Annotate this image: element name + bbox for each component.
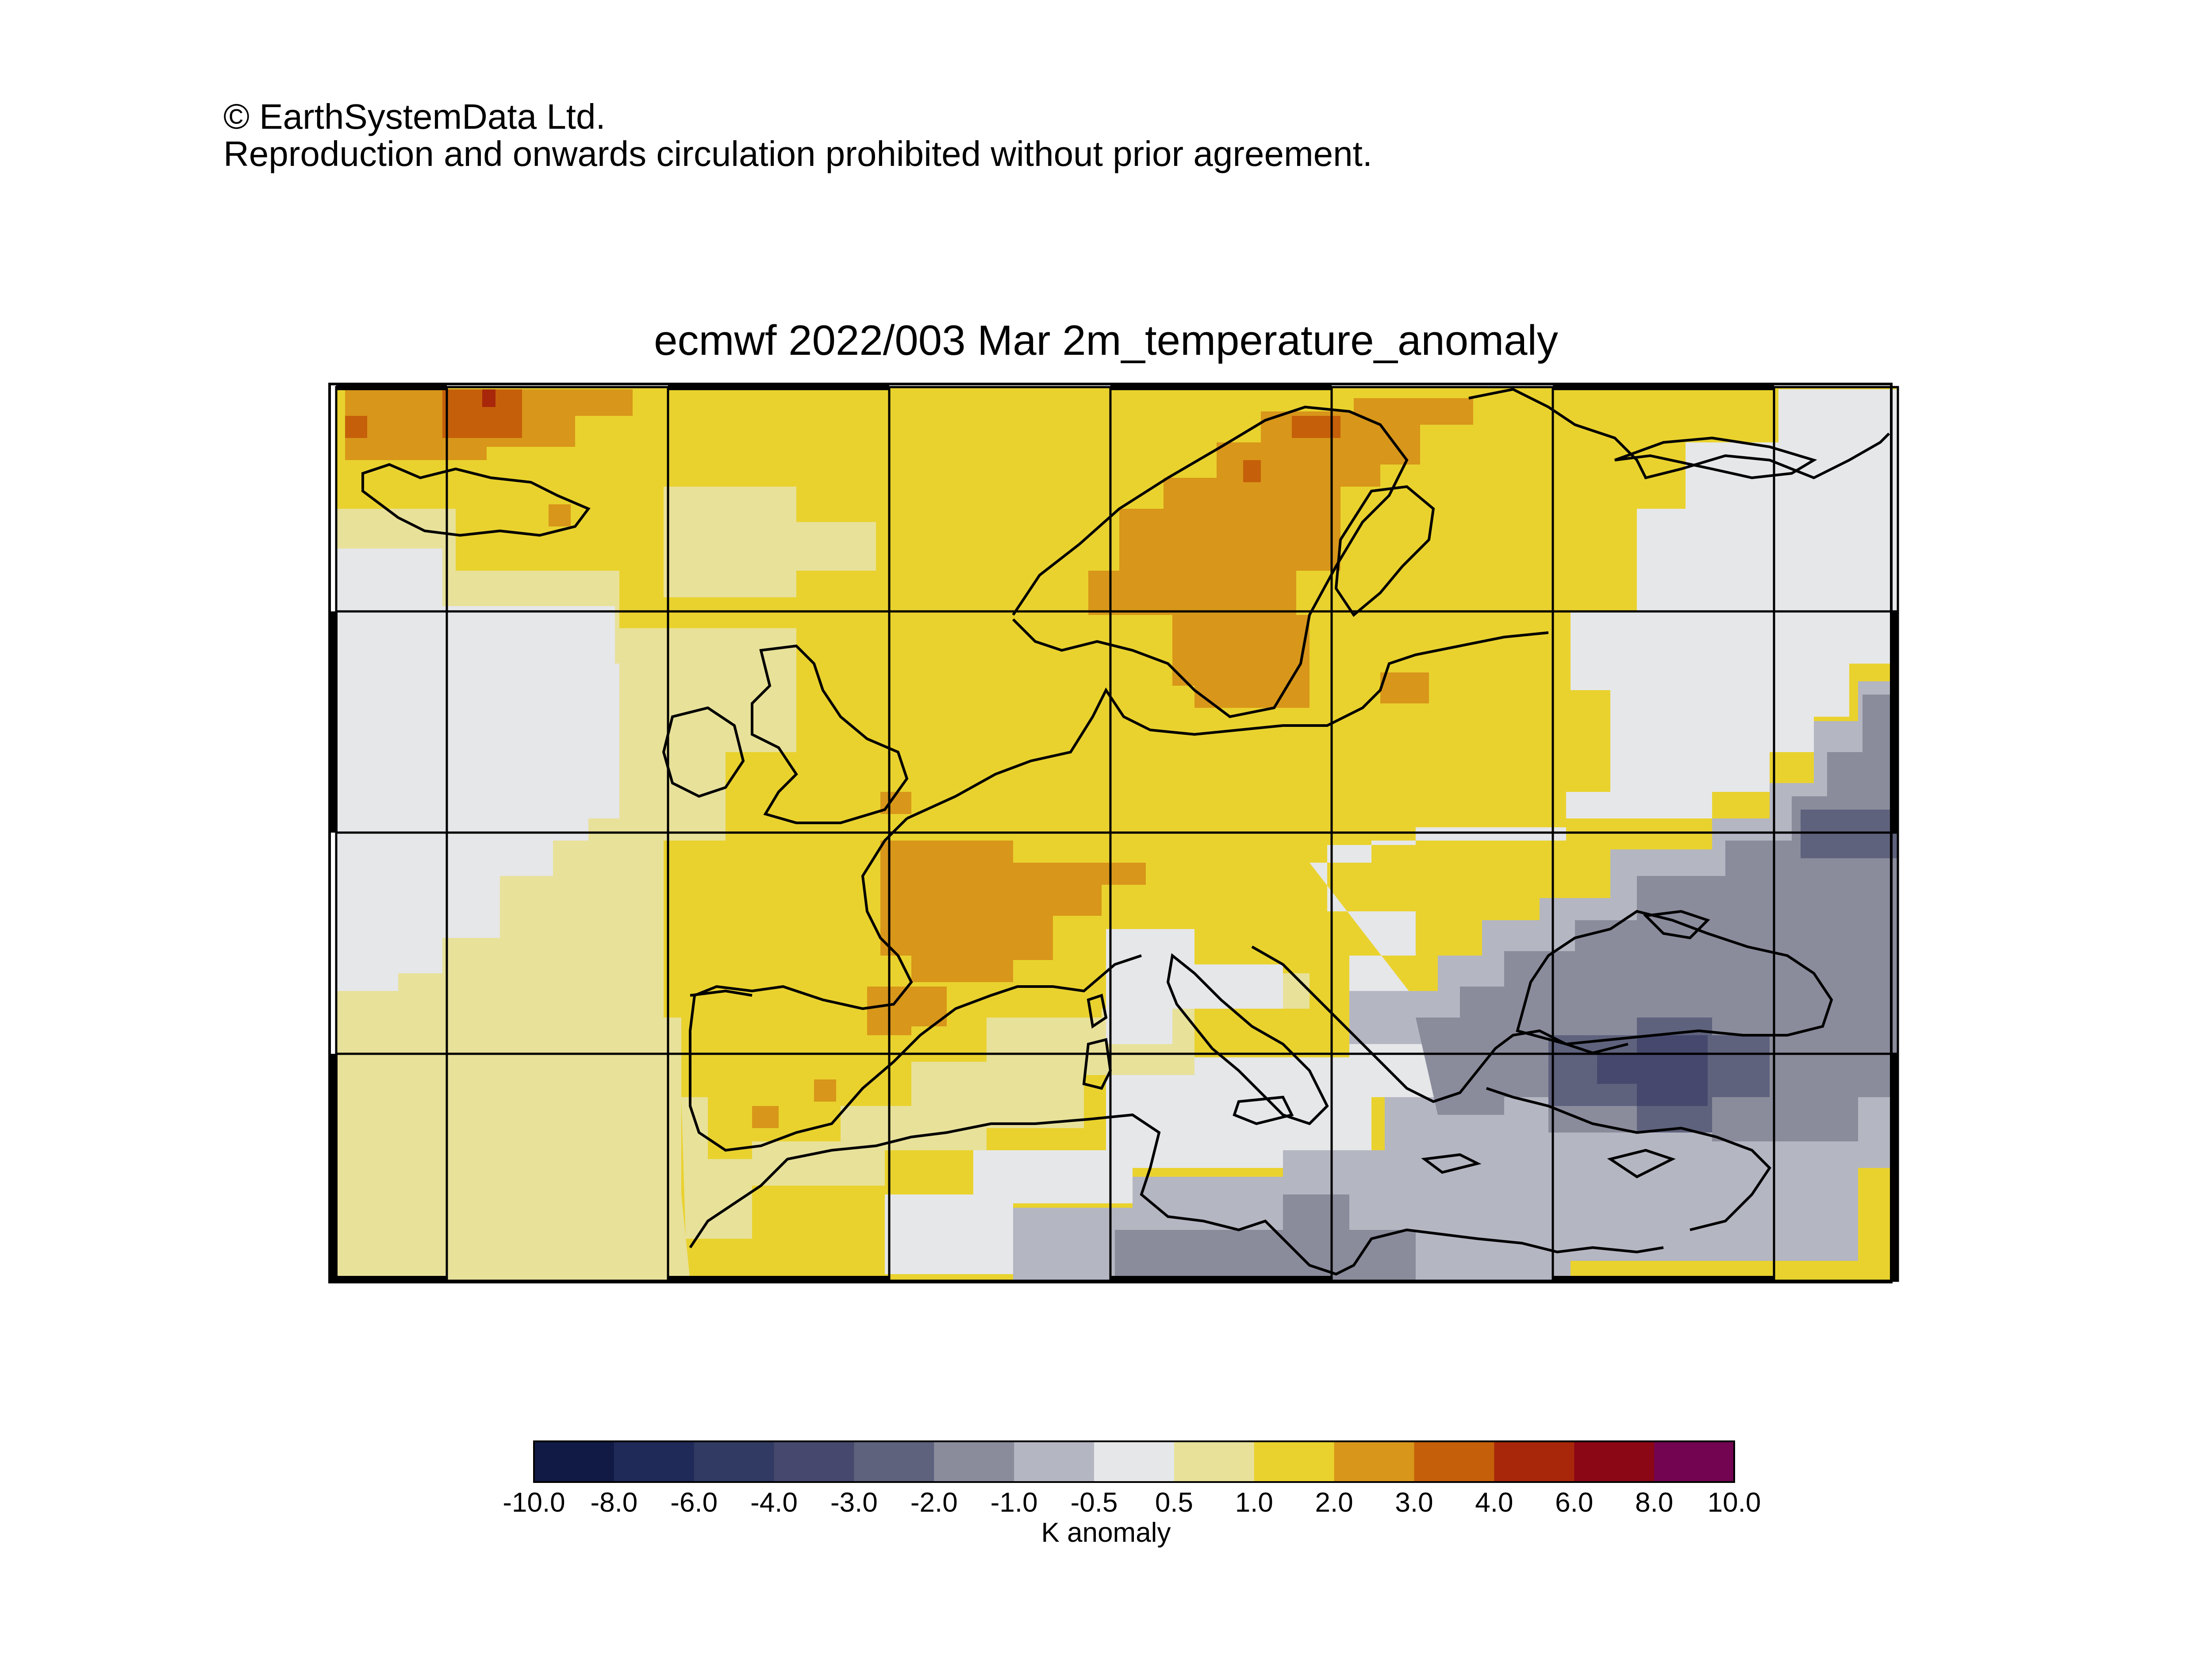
coastline-great-britain: [751, 644, 909, 824]
anomaly-cell-2-to-3: [1380, 672, 1429, 703]
colorbar-tick-label: 2.0: [1315, 1487, 1353, 1518]
colorbar-tick-label: -6.0: [670, 1487, 718, 1518]
anomaly-region-libya-cool: [1115, 1194, 1416, 1281]
anomaly-region-north-strip-light: [726, 522, 841, 544]
anomaly-region-central-europe-warm: [880, 841, 1146, 982]
colorbar-tick-label: 0.5: [1155, 1487, 1194, 1518]
anomaly-cell-3-to-4: [1243, 460, 1261, 482]
anomaly-cell-2-to-3: [752, 1106, 779, 1128]
colorbar-swatch: [1254, 1441, 1335, 1482]
coastline-western-europe: [689, 817, 1142, 1152]
anomaly-region-scandinavia-hot: [1292, 416, 1340, 438]
colorbar-swatch: [934, 1441, 1014, 1482]
colorbar-swatch: [614, 1441, 695, 1482]
colorbar-tick-label: -0.5: [1070, 1487, 1118, 1518]
anomaly-field: [336, 387, 1898, 1281]
coastline-norway-sweden: [1012, 405, 1409, 718]
anomaly-cell-4-to-6: [482, 389, 495, 407]
colorbar-tick-label: -1.0: [990, 1487, 1038, 1518]
map-title: ecmwf 2022/003 Mar 2m_temperature_anomal…: [654, 317, 1558, 364]
anomaly-region-iberia-warm: [867, 987, 947, 1035]
colorbar-swatch: [1654, 1441, 1735, 1482]
coastline-cyprus: [1607, 1148, 1676, 1179]
colorbar-tick-label: 10.0: [1707, 1487, 1761, 1518]
anomaly-cell-2-to-3: [814, 1079, 836, 1102]
anomaly-region-greenland-sea-hot: [442, 389, 522, 438]
coastline-ireland: [662, 706, 745, 798]
colorbar-swatch: [854, 1441, 934, 1482]
colorbar-swatch: [774, 1441, 854, 1482]
colorbar-tick-label: 1.0: [1235, 1487, 1273, 1518]
coastline-sicily: [1233, 1095, 1294, 1125]
colorbar-swatch: [1334, 1441, 1415, 1482]
coastline-finland: [1334, 485, 1435, 617]
copyright-line: © EarthSystemData Ltd.: [223, 97, 606, 136]
colorbar-swatch: [534, 1441, 614, 1482]
graticule: [336, 387, 1898, 1281]
coastline-black-sea: [1516, 910, 1833, 1046]
coastline-corsica: [1087, 994, 1108, 1029]
colorbar-tick-label: 4.0: [1475, 1487, 1513, 1518]
colorbar-swatch: [1494, 1441, 1575, 1482]
anomaly-region-russia-cold: [1801, 810, 1898, 858]
coastline-crimea: [1643, 910, 1710, 940]
coastline-iberia-north: [690, 989, 753, 997]
colorbar-tick-label: 6.0: [1555, 1487, 1594, 1518]
coastline-anatolia: [1486, 1087, 1771, 1231]
colorbar-swatch: [1094, 1441, 1175, 1482]
map-frame: [328, 383, 1899, 1283]
colorbar-swatch: [694, 1441, 775, 1482]
colorbar-tick-label: -10.0: [503, 1487, 565, 1518]
anomaly-region-black-sea-cool: [1416, 695, 1898, 1141]
colorbar-swatch: [1414, 1441, 1494, 1482]
coastline-iceland: [361, 463, 591, 537]
anomaly-region-western-atlantic-neutral: [336, 549, 619, 991]
anomaly-cell-2-to-3: [549, 504, 571, 526]
coastline-balkans: [1251, 945, 1628, 1103]
colorbar-unit-label: K anomaly: [1041, 1517, 1171, 1548]
colorbar: [533, 1440, 1735, 1483]
colorbar-tick-label: 8.0: [1635, 1487, 1674, 1518]
coastlines: [361, 388, 1890, 1276]
copyright-notice: © EarthSystemData Ltd. Reproduction and …: [223, 98, 1372, 173]
colorbar-tick-label: 3.0: [1395, 1487, 1433, 1518]
coastline-north-africa: [689, 1113, 1664, 1276]
coastline-crete: [1421, 1153, 1482, 1174]
anomaly-region-italy-neutral: [1106, 929, 1283, 1044]
colorbar-tick-label: -8.0: [590, 1487, 638, 1518]
colorbar-swatch: [1174, 1441, 1255, 1482]
anomaly-cell-3-to-4: [345, 416, 367, 438]
colorbar-swatch: [1014, 1441, 1094, 1482]
colorbar-tick-label: -2.0: [910, 1487, 958, 1518]
anomaly-region-scandinavia-warm: [1088, 398, 1473, 708]
colorbar-swatch: [1574, 1441, 1655, 1482]
coastline-north-germany: [906, 631, 1549, 820]
disclaimer-line: Reproduction and onwards circulation pro…: [223, 134, 1373, 173]
colorbar-tick-label: -4.0: [750, 1487, 798, 1518]
colorbar-outline: [533, 1440, 1735, 1483]
coastline-sardinia: [1082, 1038, 1112, 1090]
colorbar-tick-label: -3.0: [830, 1487, 878, 1518]
coastline-kola: [1614, 436, 1817, 480]
coastline-italy: [1166, 953, 1329, 1125]
